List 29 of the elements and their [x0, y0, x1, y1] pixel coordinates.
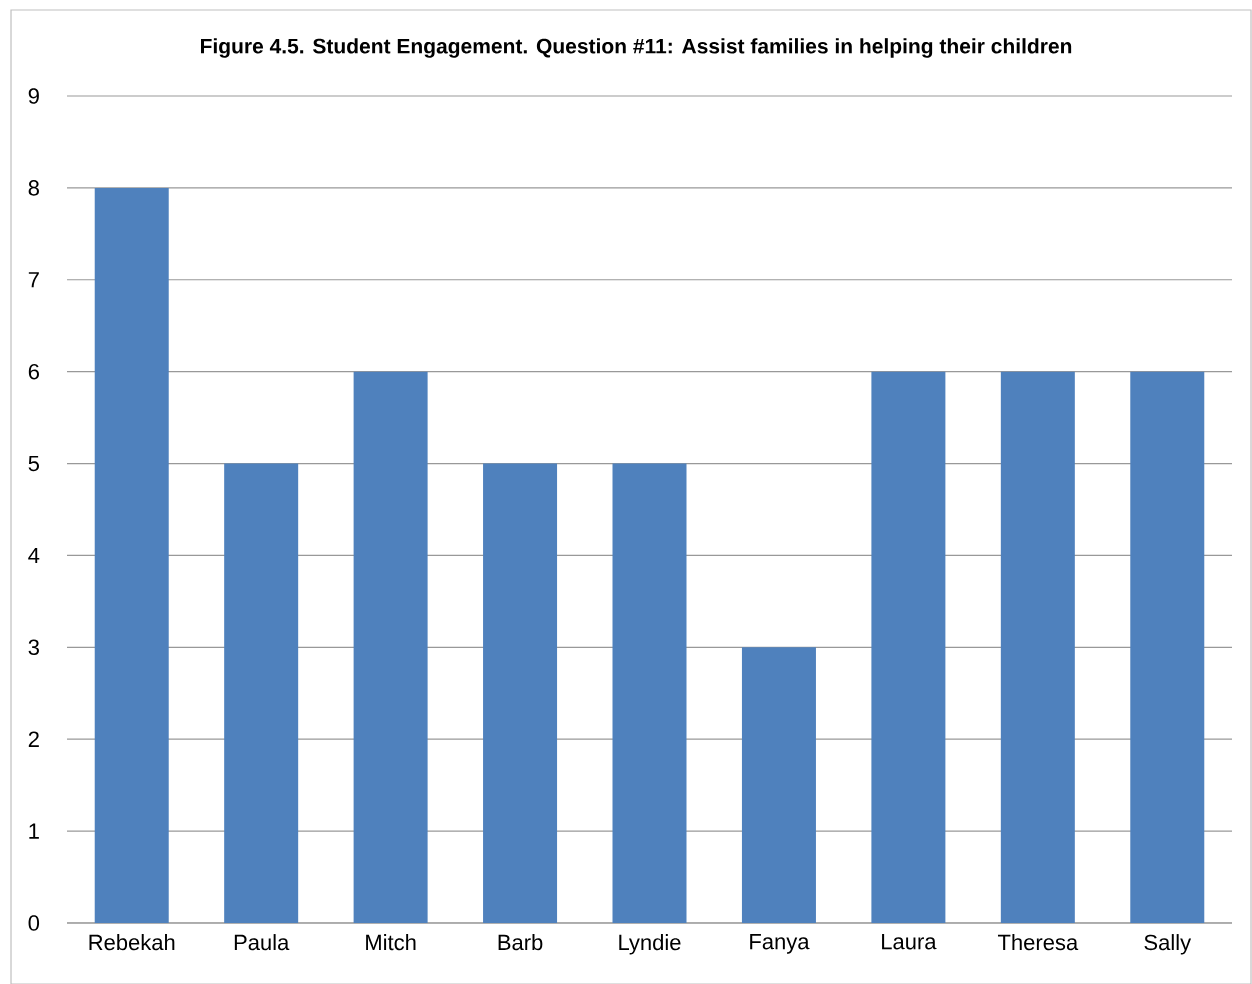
x-tick-label: Mitch — [366, 934, 416, 951]
y-tick-label: 3 — [28, 639, 39, 656]
chart-title: Figure 4.5. Student Engagement. Question #11: Assist families in helping their children — [201, 38, 1072, 58]
bar — [94, 187, 169, 923]
bar — [612, 463, 687, 923]
y-tick-label: 5 — [28, 455, 39, 472]
y-tick-label: 7 — [28, 272, 39, 288]
bar — [871, 371, 946, 923]
y-tick-label: 2 — [28, 731, 39, 747]
y-tick-label: 6 — [28, 363, 39, 380]
x-tick-label: Paula — [234, 934, 290, 951]
x-tick-label: Theresa — [997, 934, 1079, 951]
x-tick-label: Fanya — [750, 934, 810, 954]
y-tick-label: 0 — [28, 915, 40, 931]
y-tick-label: 4 — [28, 547, 40, 563]
y-tick-label: 1 — [29, 823, 39, 839]
bar — [353, 371, 428, 923]
bar — [224, 463, 299, 923]
x-tick-label: Laura — [882, 934, 937, 950]
y-tick-label: 9 — [28, 88, 39, 104]
x-tick-label: Rebekah — [89, 934, 175, 951]
bar — [741, 647, 816, 923]
x-tick-label: Sally — [1144, 934, 1192, 955]
bar — [483, 463, 558, 923]
x-tick-label: Lyndie — [619, 934, 681, 955]
bar — [1000, 371, 1075, 923]
x-tick-label: Barb — [498, 934, 543, 951]
bar — [1130, 371, 1205, 923]
y-tick-label: 8 — [28, 180, 39, 196]
